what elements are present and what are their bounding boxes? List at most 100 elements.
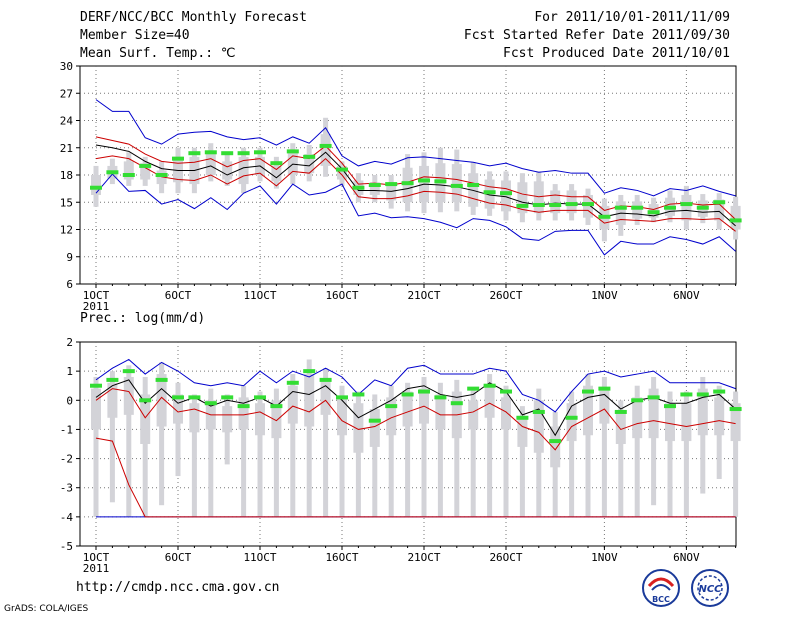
prec-upper-line [95, 358, 736, 413]
prec-whisker [487, 374, 493, 517]
temp-green-mark [368, 182, 381, 187]
temp-xtick-year: 2011 [83, 300, 110, 313]
temp-green-mark [500, 191, 512, 196]
grads-credit: GrADS: COLA/IGES [4, 604, 89, 614]
member-size: Member Size=40 [80, 28, 190, 43]
prec-green-mark [368, 418, 381, 423]
prec-whisker [683, 391, 689, 517]
temp-green-mark [713, 200, 726, 205]
temp-box [320, 134, 331, 166]
temp-xtick-label: 6OCT [165, 289, 192, 302]
prec-box [91, 388, 101, 430]
temp-mean-line [95, 144, 736, 227]
prec-green-mark [139, 398, 152, 403]
prec-whisker [618, 400, 624, 517]
temp-green-mark [483, 190, 496, 195]
temp-ytick-label: 30 [60, 60, 73, 73]
prec-box [189, 403, 200, 433]
prec-whisker [388, 385, 394, 517]
prec-green-mark [582, 389, 594, 394]
prec-box [337, 397, 347, 436]
prec-ytick-label: -1 [60, 423, 73, 436]
temp-xtick-label: 26OCT [489, 289, 522, 302]
temp-box [681, 194, 692, 221]
prec-whisker [142, 376, 148, 517]
prec-whisker [306, 359, 312, 517]
prec-mean-line [95, 379, 736, 437]
prec-box [107, 382, 118, 418]
prec-whisker [208, 388, 214, 517]
temp-box [304, 154, 315, 174]
prec-box [533, 400, 544, 453]
temp-xtick-label: 1OCT [83, 289, 110, 302]
prec-whisker [733, 391, 739, 517]
temp-green-mark [139, 163, 152, 168]
prec-green-mark [221, 395, 234, 400]
prec-box [304, 374, 315, 427]
prec-box [123, 376, 134, 415]
prec-whisker [175, 382, 181, 477]
prec-green-mark [286, 380, 299, 385]
prec-green-mark [385, 404, 398, 409]
temp-xtick-label: 16OCT [325, 289, 358, 302]
prec-whisker [372, 394, 378, 517]
temp-green-mark [680, 202, 693, 207]
temp-green-mark [401, 181, 414, 186]
prec-xtick-label: 26OCT [489, 551, 522, 564]
prec-green-mark [303, 369, 316, 374]
prec-green-mark [713, 389, 726, 394]
prec-green-mark [467, 386, 480, 391]
temp-green-mark [270, 161, 283, 166]
prec-green-mark [336, 395, 348, 400]
prec-green-mark [319, 377, 332, 382]
prec-whisker [257, 391, 263, 517]
prec-box [255, 403, 265, 436]
prec-box [599, 388, 610, 424]
temp-box [337, 165, 347, 180]
prec-green-mark [500, 389, 512, 394]
prec-whisker [273, 388, 279, 517]
prec-green-mark [270, 404, 283, 409]
prec-green-mark [155, 377, 168, 382]
prec-green-mark [188, 395, 201, 400]
prec-green-mark [352, 392, 365, 397]
prec-green-mark [614, 409, 627, 414]
prec-whisker [437, 382, 443, 517]
temp-box [501, 180, 511, 212]
prec-whisker [109, 371, 115, 503]
prec-whisker [355, 391, 361, 517]
temp-green-mark [90, 185, 102, 190]
prec-green-mark [204, 401, 217, 406]
prec-xtick-label: 1OCT [83, 551, 110, 564]
temp-green-mark [582, 202, 594, 207]
precip-label: Prec.: log(mm/d) [80, 311, 205, 326]
temp-green-mark [303, 154, 316, 159]
prec-green-mark [680, 392, 693, 397]
temp-green-mark [319, 143, 332, 148]
temp-ytick-label: 27 [60, 87, 73, 100]
prec-whisker [421, 376, 427, 517]
prec-box [632, 397, 643, 439]
temp-green-mark [647, 210, 660, 215]
prec-green-mark [647, 395, 660, 400]
temp-green-mark [696, 205, 709, 210]
temp-ytick-label: 21 [60, 142, 73, 155]
source-url[interactable]: http://cmdp.ncc.cma.gov.cn [76, 580, 280, 595]
variable-label: Mean Surf. Temp.: ℃ [80, 46, 236, 61]
prec-whisker [241, 385, 247, 517]
prec-ytick-label: -3 [60, 482, 73, 495]
temp-ytick-label: 6 [66, 278, 73, 291]
prec-box [238, 397, 249, 430]
prec-green-mark [516, 415, 529, 420]
temp-box [205, 152, 216, 175]
prec-whisker [159, 362, 165, 506]
prec-box [517, 417, 528, 447]
bcc-logo: BCC [642, 569, 680, 607]
temp-box [123, 161, 134, 180]
temp-green-mark [155, 173, 168, 177]
prec-ytick-label: -5 [60, 540, 73, 553]
ncc-logo: NCC [691, 569, 729, 607]
prec-whisker [126, 365, 132, 517]
prec-box [566, 403, 577, 442]
